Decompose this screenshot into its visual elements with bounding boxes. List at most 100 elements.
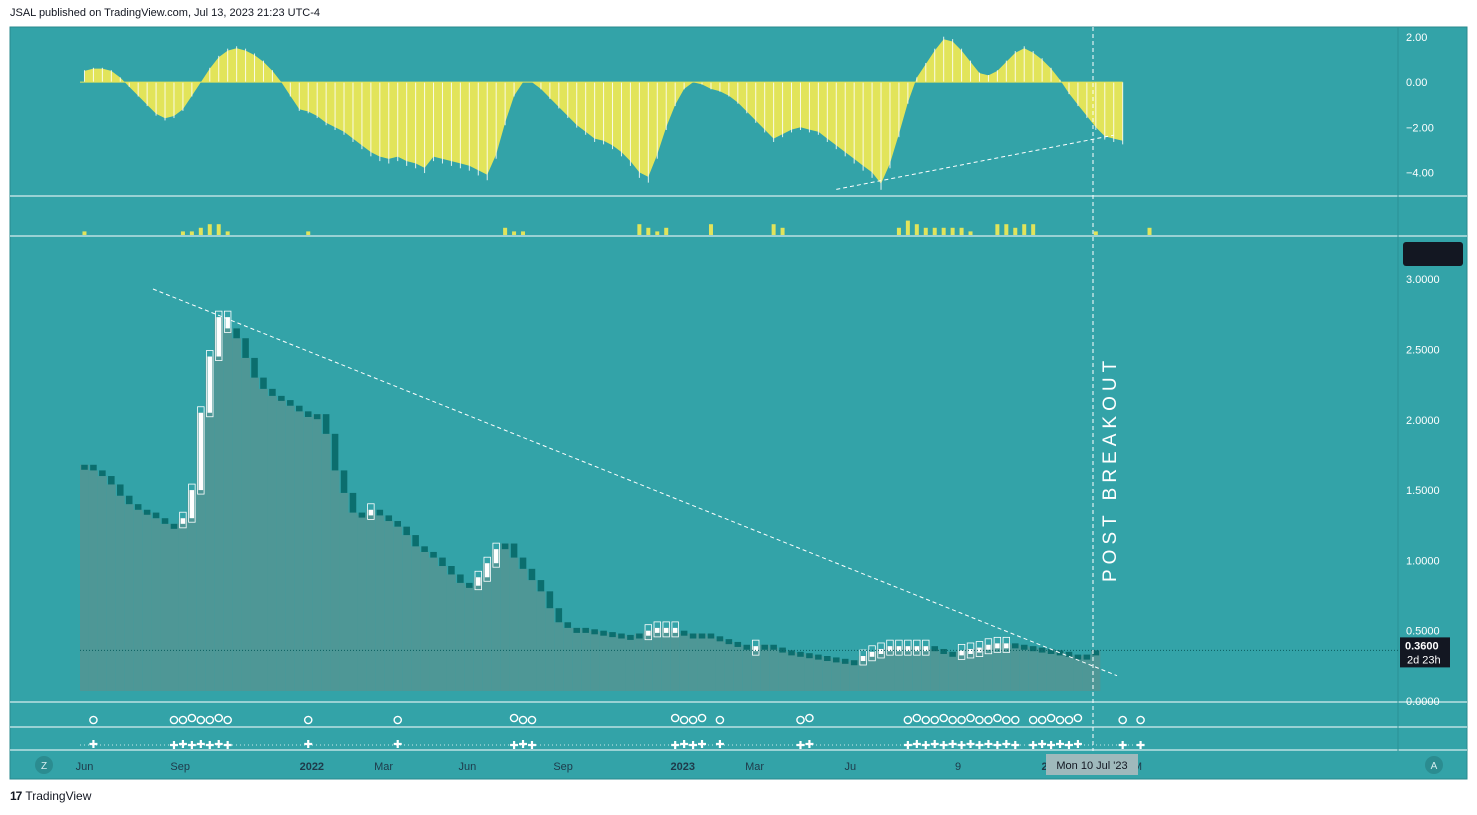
price-column bbox=[966, 648, 975, 691]
price-tick-label: 0.0000 bbox=[1406, 696, 1440, 708]
last-price-badge bbox=[1400, 637, 1450, 668]
price-candle-down bbox=[519, 557, 527, 569]
price-candle-down bbox=[833, 657, 840, 663]
marker-circle bbox=[1055, 715, 1065, 725]
price-wick bbox=[367, 503, 375, 520]
price-wick bbox=[984, 638, 993, 655]
brand-name: TradingView bbox=[25, 789, 92, 803]
price-column bbox=[178, 518, 188, 691]
price-column bbox=[688, 633, 698, 691]
price-candle-up bbox=[914, 646, 920, 652]
x-tick-label: Jun bbox=[459, 761, 477, 773]
osc-tick-label: 0.00 bbox=[1406, 77, 1427, 89]
price-column bbox=[276, 400, 286, 691]
price-column bbox=[142, 512, 152, 691]
price-column bbox=[446, 574, 456, 691]
price-candle-up bbox=[493, 549, 499, 564]
histogram-bar bbox=[655, 231, 660, 235]
price-candle-up bbox=[887, 646, 893, 652]
price-column bbox=[1064, 654, 1074, 691]
auto-scale-badge-icon[interactable] bbox=[1425, 756, 1443, 774]
marker-circle bbox=[1064, 715, 1074, 725]
price-candle-down bbox=[734, 641, 742, 647]
histogram-bar bbox=[959, 227, 964, 235]
price-column bbox=[133, 509, 143, 691]
zoom-badge-label: Z bbox=[41, 761, 47, 772]
price-candle-up bbox=[198, 412, 204, 491]
marker-cross bbox=[805, 740, 814, 748]
price-column bbox=[509, 557, 519, 691]
price-candle-down bbox=[1065, 651, 1073, 657]
price-candle-up bbox=[923, 646, 929, 652]
price-column bbox=[742, 646, 752, 691]
histogram-bar bbox=[1022, 224, 1027, 235]
price-column bbox=[518, 568, 528, 691]
price-candle-up bbox=[189, 490, 195, 519]
price-column bbox=[214, 317, 224, 691]
price-candle-down bbox=[403, 526, 410, 536]
price-candle-down bbox=[698, 633, 706, 639]
price-column bbox=[241, 357, 251, 691]
marker-circle bbox=[1037, 715, 1047, 725]
price-column bbox=[455, 582, 465, 691]
price-candle-down bbox=[1012, 643, 1019, 649]
price-column bbox=[223, 328, 233, 691]
histogram-bar bbox=[664, 227, 669, 235]
price-candle-up bbox=[995, 643, 1000, 649]
price-candle-down bbox=[448, 566, 455, 575]
price-pane: POST BREAKOUT 3.0000 2.5000 2.0000 1.5000 1.0… bbox=[80, 27, 1463, 751]
marker-circle bbox=[509, 713, 519, 723]
price-column bbox=[894, 646, 904, 691]
price-candle-down bbox=[850, 660, 858, 666]
price-candle-down bbox=[537, 580, 545, 592]
price-column bbox=[715, 639, 725, 691]
osc-tick-label: −2.00 bbox=[1406, 122, 1434, 134]
histogram-bar bbox=[207, 224, 212, 235]
tradingview-logo-icon: 17 bbox=[10, 789, 22, 803]
price-candle-up bbox=[905, 646, 911, 652]
marker-cross bbox=[1073, 740, 1082, 748]
price-tick-label: 2.5000 bbox=[1406, 344, 1440, 356]
price-column bbox=[285, 405, 295, 691]
price-candle-down bbox=[233, 328, 240, 339]
histogram-bar bbox=[708, 224, 713, 235]
marker-circle bbox=[688, 715, 698, 725]
x-tick-label: Sep bbox=[170, 761, 190, 773]
price-wick bbox=[215, 310, 223, 361]
price-wick bbox=[662, 621, 670, 638]
price-column bbox=[876, 648, 886, 691]
chart-frame bbox=[9, 26, 1468, 780]
price-wick bbox=[206, 350, 214, 418]
price-candle-down bbox=[287, 400, 294, 406]
countdown-label: 2d 23h bbox=[1407, 654, 1441, 666]
osc-tick-label: 2.00 bbox=[1406, 32, 1427, 44]
marker-circle bbox=[903, 715, 913, 725]
price-candle-down bbox=[618, 633, 625, 639]
price-column bbox=[697, 633, 707, 691]
histogram-bar bbox=[180, 231, 185, 235]
marker-circle bbox=[196, 715, 206, 725]
marker-cross bbox=[527, 741, 536, 749]
price-column bbox=[751, 646, 761, 691]
zoom-badge-icon[interactable] bbox=[35, 756, 53, 774]
marker-cross bbox=[930, 740, 939, 748]
price-column bbox=[250, 377, 259, 691]
price-candle-down bbox=[260, 377, 267, 389]
price-column bbox=[88, 470, 98, 691]
price-column bbox=[187, 490, 197, 691]
price-column bbox=[930, 648, 940, 691]
price-wick bbox=[895, 639, 903, 656]
price-column bbox=[491, 549, 501, 691]
price-candle-up bbox=[368, 509, 374, 516]
price-candle-down bbox=[725, 639, 733, 645]
price-column bbox=[903, 646, 913, 691]
price-candle-down bbox=[331, 433, 339, 471]
histogram-bar bbox=[306, 231, 311, 235]
marker-cross bbox=[1038, 740, 1047, 748]
price-column bbox=[1037, 648, 1047, 691]
price-tick-label: 3.0000 bbox=[1406, 274, 1440, 286]
price-candle-down bbox=[546, 591, 554, 609]
price-wick bbox=[1002, 636, 1010, 653]
publish-header: JSAL published on TradingView.com, Jul 1… bbox=[10, 7, 321, 19]
